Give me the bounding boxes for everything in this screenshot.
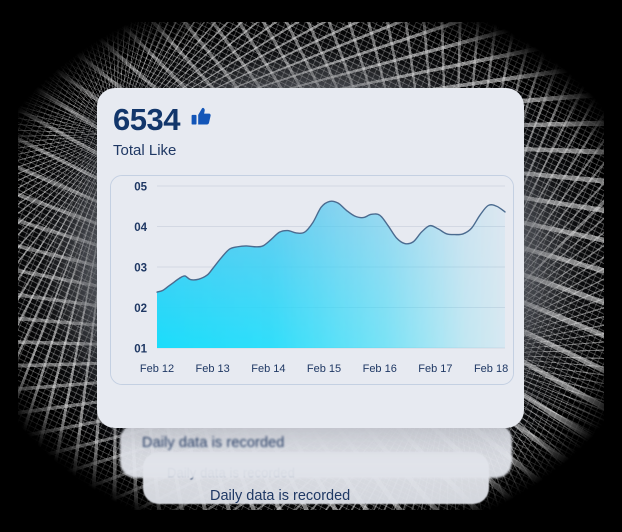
card-footer-text: Daily data is recorded (210, 488, 351, 504)
chart-panel[interactable]: 01 02 03 04 05 Feb 12 Feb 13 Feb 14 Feb 15 Feb 1… (110, 175, 514, 385)
chart-x-tick: Feb 12 (140, 363, 174, 375)
chart-y-tick: 05 (134, 182, 147, 194)
chart-y-tick: 03 (134, 263, 147, 275)
chart-x-tick: Feb 17 (418, 363, 452, 375)
thumbs-up-icon (189, 105, 213, 134)
total-like-value: 6534 (113, 102, 180, 137)
chart-y-tick: 01 (134, 344, 147, 356)
chart-x-tick: Feb 18 (474, 363, 508, 375)
chart-x-tick: Feb 15 (307, 363, 341, 375)
metric-row: 6534 (113, 104, 524, 135)
stacked-card-label: Daily data is recorded (142, 435, 285, 451)
stacked-card-middle[interactable]: Daily data is recorded (120, 424, 512, 478)
area-fill (157, 201, 505, 348)
chart-x-tick: Feb 16 (363, 363, 397, 375)
chart-x-tick: Feb 13 (196, 363, 230, 375)
chart-y-axis-labels: 01 02 03 04 05 (134, 182, 147, 356)
chart-x-axis-labels: Feb 12 Feb 13 Feb 14 Feb 15 Feb 16 Feb 17 Feb … (140, 363, 508, 375)
chart-x-tick: Feb 14 (251, 363, 285, 375)
chart-y-tick: 04 (134, 222, 147, 234)
card-header: 6534 Total Like (97, 88, 524, 159)
chart-y-tick: 02 (134, 303, 147, 315)
total-like-label: Total Like (113, 142, 177, 159)
area-line (156, 200, 506, 293)
